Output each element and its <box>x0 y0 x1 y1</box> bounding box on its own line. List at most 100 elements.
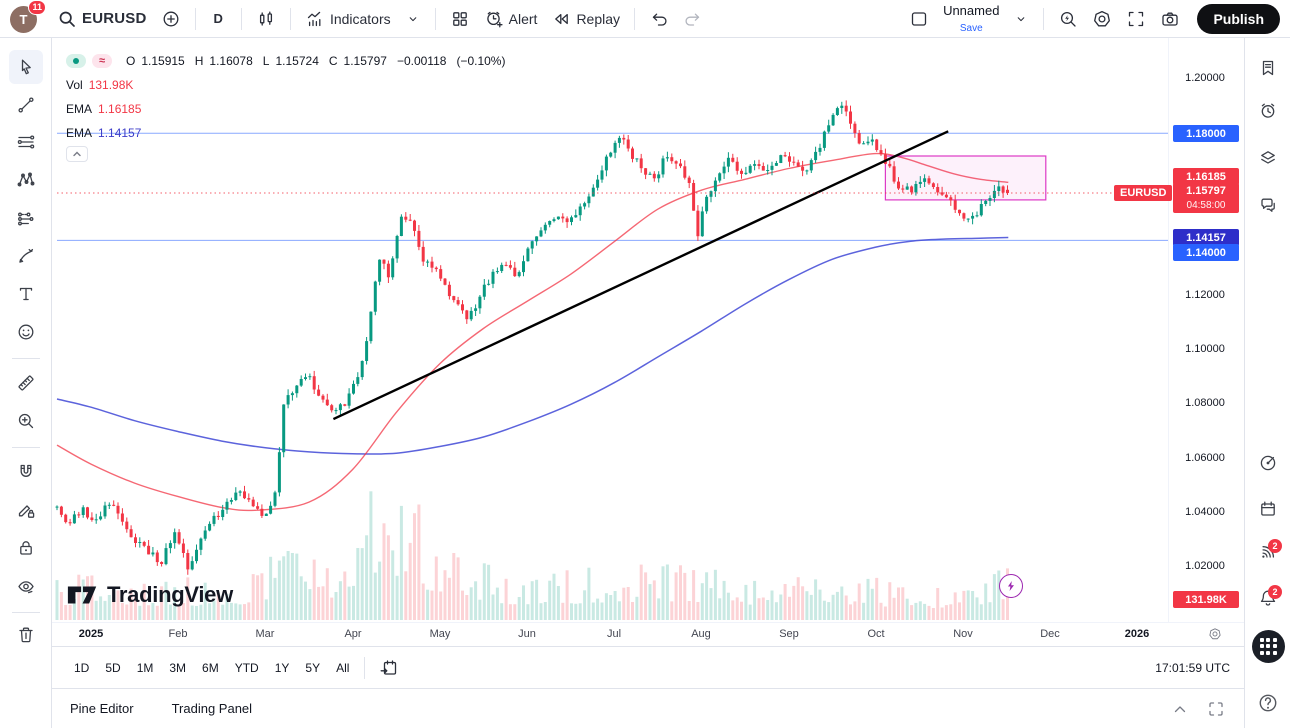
time-tick: Jul <box>606 628 622 640</box>
compare-add-symbol-button[interactable] <box>154 4 188 34</box>
tool-trash[interactable] <box>9 618 43 652</box>
data-mode-pill[interactable]: ≈ <box>92 54 112 68</box>
timeframe-all[interactable]: All <box>336 660 350 675</box>
horizontal-lines-icon <box>16 132 36 152</box>
streams-icon: 2 <box>1258 539 1282 562</box>
divider <box>634 7 636 30</box>
timeframe-6m[interactable]: 6M <box>202 660 219 675</box>
sidebar-streams[interactable]: 2 <box>1251 535 1285 569</box>
text-icon <box>16 284 36 304</box>
layout-dropdown-button[interactable] <box>1006 4 1036 34</box>
projection-icon <box>16 209 36 229</box>
left-drawing-toolbar <box>0 38 52 728</box>
tool-emoji[interactable] <box>9 315 43 349</box>
timeframe-1d[interactable]: 1D <box>74 660 90 675</box>
axis-settings-gear-icon[interactable] <box>1208 627 1222 646</box>
sidebar-chat[interactable] <box>1251 188 1285 222</box>
timeframe-1y[interactable]: 1Y <box>274 660 290 675</box>
low-value: 1.15724 <box>275 54 319 68</box>
tab-pine-editor[interactable]: Pine Editor <box>70 701 134 716</box>
sidebar-layers[interactable] <box>1251 141 1285 175</box>
chat-icon <box>1258 195 1278 215</box>
ema-fast-legend-row[interactable]: EMA 1.16185 <box>66 97 509 121</box>
time-tick: Aug <box>691 628 711 640</box>
trend-line-icon <box>16 95 36 115</box>
time-axis[interactable]: 2025 Feb Mar Apr May Jun Jul Aug Sep Oct Nov Dec 202… <box>52 622 1244 646</box>
tool-horizontal-lines[interactable] <box>9 125 43 159</box>
timeframe-1m[interactable]: 1M <box>136 660 154 675</box>
symbol-name: EURUSD <box>82 10 147 27</box>
zoom-in-icon <box>16 411 36 431</box>
symbol-search-button[interactable]: EURUSD <box>50 4 154 34</box>
interval-button[interactable]: D <box>203 4 234 34</box>
grid-layout-button[interactable] <box>443 4 477 34</box>
eye-icon <box>16 577 36 597</box>
ema-slow-legend-row[interactable]: EMA 1.14157 <box>66 121 509 145</box>
tab-trading-panel[interactable]: Trading Panel <box>171 701 253 716</box>
sidebar-watchlist[interactable] <box>1251 51 1285 85</box>
timeframe-ytd[interactable]: YTD <box>234 660 259 675</box>
sidebar-apps-menu[interactable] <box>1251 629 1285 663</box>
chart-settings-button[interactable] <box>1085 4 1119 34</box>
price-chart-canvas[interactable] <box>52 38 1244 622</box>
replay-icon <box>551 9 571 29</box>
high-label: H <box>194 54 204 68</box>
tool-draw-lock[interactable] <box>9 493 43 527</box>
quick-search-icon <box>1058 9 1078 29</box>
tool-eye[interactable] <box>9 570 43 604</box>
panel-expand-button[interactable] <box>1170 699 1190 719</box>
layout-square-icon <box>909 9 929 29</box>
go-to-date-button[interactable] <box>372 653 406 683</box>
tool-brush[interactable] <box>9 239 43 273</box>
alert-label: Alert <box>508 10 538 27</box>
sidebar-bell[interactable]: 2 <box>1251 581 1285 615</box>
legend-collapse-button[interactable] <box>66 146 88 162</box>
sidebar-help[interactable] <box>1251 686 1285 720</box>
publish-button[interactable]: Publish <box>1197 3 1280 34</box>
panel-maximize-button[interactable] <box>1206 699 1226 719</box>
snapshot-button[interactable] <box>1153 4 1187 34</box>
timeframe-3m[interactable]: 3M <box>169 660 187 675</box>
price-axis[interactable]: 1.20000 1.12000 1.10000 1.08000 1.06000 1.040… <box>1168 38 1244 622</box>
tool-magnet[interactable] <box>9 455 43 489</box>
redo-button[interactable] <box>676 4 710 34</box>
close-value: 1.15797 <box>343 54 387 68</box>
tool-pattern[interactable] <box>9 163 43 197</box>
tool-lock[interactable] <box>9 531 43 565</box>
tool-cursor[interactable] <box>9 50 43 84</box>
user-menu-button[interactable]: T 11 <box>10 0 46 34</box>
sidebar-ideas[interactable] <box>1251 446 1285 480</box>
layout-name-button[interactable]: Unnamed Save <box>936 3 1006 34</box>
replay-button[interactable]: Replay <box>544 4 627 34</box>
market-status-pill[interactable] <box>66 54 86 68</box>
tool-text[interactable] <box>9 277 43 311</box>
indicator-templates-button[interactable] <box>398 4 428 34</box>
timeframe-5d[interactable]: 5D <box>105 660 121 675</box>
tool-zoom-in[interactable] <box>9 404 43 438</box>
current-price-badge: 1.15797 04:58:00 <box>1173 183 1239 213</box>
tool-ruler[interactable] <box>9 366 43 400</box>
fullscreen-button[interactable] <box>1119 4 1153 34</box>
open-value: 1.15915 <box>141 54 185 68</box>
tool-trend-line[interactable] <box>9 88 43 122</box>
draw-lock-icon <box>16 500 36 520</box>
quick-search-button[interactable] <box>1051 4 1085 34</box>
sidebar-calendar[interactable] <box>1251 492 1285 526</box>
indicators-button[interactable]: Indicators <box>298 4 398 34</box>
lightning-event-icon[interactable] <box>998 574 1023 599</box>
undo-button[interactable] <box>642 4 676 34</box>
calendar-icon <box>1258 499 1278 519</box>
divider <box>194 7 196 30</box>
alert-button[interactable]: Alert <box>477 4 545 34</box>
chevron-up-icon <box>73 151 81 157</box>
tool-projection[interactable] <box>9 202 43 236</box>
watchlist-icon <box>1258 58 1278 78</box>
time-tick: May <box>429 628 451 640</box>
volume-legend-row[interactable]: Vol 131.98K <box>66 73 509 97</box>
layout-select-button[interactable] <box>902 4 936 34</box>
clock-utc[interactable]: 17:01:59 UTC <box>1155 660 1230 675</box>
timeframe-5y[interactable]: 5Y <box>305 660 321 675</box>
emoji-icon <box>16 322 36 342</box>
sidebar-alerts-clock[interactable] <box>1251 94 1285 128</box>
chart-style-button[interactable] <box>249 4 283 34</box>
